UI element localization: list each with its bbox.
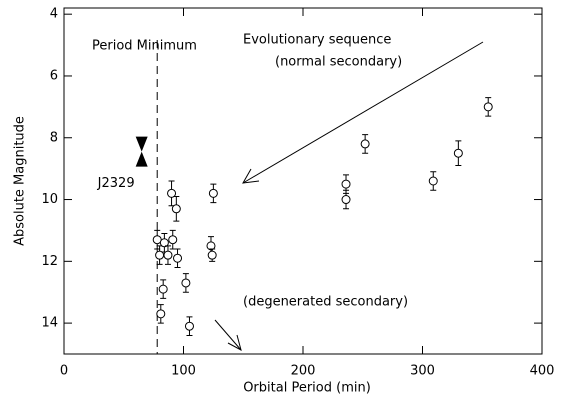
arrow-head [242, 168, 260, 184]
data-point [453, 148, 463, 158]
data-point [341, 195, 351, 205]
data-point [360, 139, 370, 149]
y-tick-label: 12 [41, 254, 58, 269]
data-point [206, 241, 216, 251]
period-minimum-label: Period Minimum [92, 39, 197, 54]
data-point [167, 188, 177, 198]
highlight-label: J2329 [97, 176, 135, 191]
x-tick-label: 200 [291, 364, 316, 379]
y-tick-label: 8 [50, 130, 58, 145]
data-point [163, 250, 173, 260]
y-axis-label: Absolute Magnitude [13, 116, 28, 246]
annotation: (normal secondary) [275, 55, 402, 70]
x-tick-label: 100 [171, 364, 196, 379]
y-tick-label: 14 [41, 316, 58, 331]
y-tick-label: 10 [41, 192, 58, 207]
y-tick-label: 6 [50, 68, 58, 83]
data-point [181, 278, 191, 288]
arrow [214, 319, 242, 351]
data-point [184, 321, 194, 331]
y-tick-label: 4 [50, 7, 58, 22]
arrow [242, 41, 484, 184]
data-point [207, 250, 217, 260]
data-point [159, 238, 169, 248]
x-tick-label: 0 [60, 364, 68, 379]
annotation: Evolutionary sequence [243, 33, 391, 48]
highlight-marker [135, 136, 148, 167]
arrow-head [227, 334, 242, 351]
data-point [158, 284, 168, 294]
data-point [156, 309, 166, 319]
annotation: (degenerated secondary) [243, 295, 408, 310]
data-point [173, 253, 183, 263]
data-point [483, 102, 493, 112]
data-point [208, 188, 218, 198]
arrows [214, 41, 484, 351]
data-point [341, 179, 351, 189]
data-point [168, 235, 178, 245]
data-point [428, 176, 438, 186]
x-axis-label: Orbital Period (min) [243, 381, 371, 396]
x-tick-label: 300 [410, 364, 435, 379]
data-point [171, 204, 181, 214]
x-tick-label: 400 [530, 364, 555, 379]
